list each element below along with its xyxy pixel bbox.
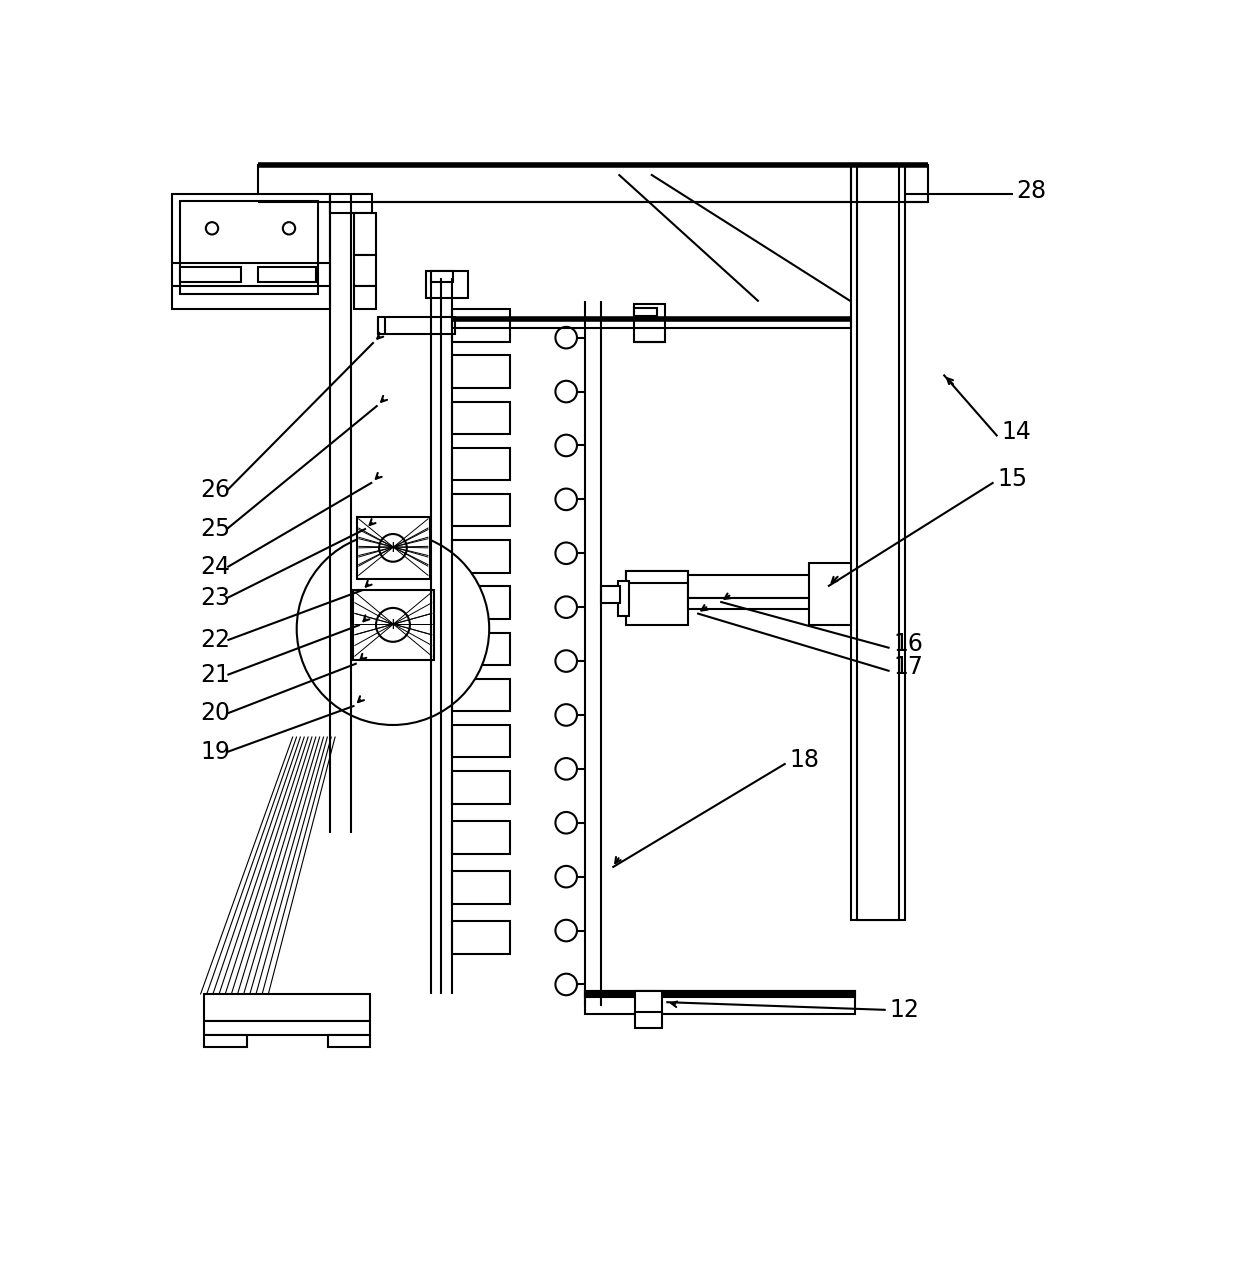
Bar (453, 725, 510, 758)
Circle shape (556, 973, 577, 995)
Bar (634, 304, 665, 342)
Bar (618, 581, 630, 615)
Text: 19: 19 (201, 740, 231, 764)
Text: +: + (387, 618, 399, 632)
Circle shape (556, 488, 577, 511)
Bar (601, 586, 620, 603)
Bar (427, 271, 469, 298)
Text: 15: 15 (997, 467, 1028, 491)
Text: 23: 23 (201, 586, 231, 610)
Text: 22: 22 (201, 628, 231, 652)
Text: 28: 28 (1017, 179, 1047, 203)
Text: 20: 20 (201, 701, 231, 725)
Text: 21: 21 (201, 663, 231, 687)
Text: 12: 12 (889, 997, 920, 1021)
Bar (355, 213, 376, 255)
Bar (635, 1013, 662, 1028)
Bar (453, 401, 510, 434)
Bar (205, 1021, 370, 1035)
Bar (453, 633, 510, 665)
Circle shape (556, 327, 577, 348)
Text: 17: 17 (894, 656, 924, 680)
Bar (180, 267, 242, 282)
Bar (453, 494, 510, 526)
Bar (453, 586, 510, 619)
Circle shape (296, 532, 490, 725)
Bar (205, 995, 370, 1021)
Bar (688, 598, 822, 609)
Bar (857, 165, 899, 919)
Bar (635, 991, 662, 1014)
Circle shape (206, 222, 218, 235)
Bar (453, 922, 510, 953)
Bar (377, 317, 455, 334)
Bar (172, 194, 330, 309)
Bar (180, 202, 319, 294)
Circle shape (379, 533, 407, 561)
Circle shape (283, 222, 295, 235)
Text: 25: 25 (201, 517, 231, 541)
Bar (453, 772, 510, 803)
Bar (808, 564, 851, 625)
Bar (327, 1035, 370, 1047)
Text: +: + (387, 541, 399, 555)
Circle shape (556, 919, 577, 942)
Circle shape (556, 542, 577, 564)
Bar (453, 540, 510, 572)
Text: 16: 16 (894, 632, 924, 656)
Bar (432, 271, 453, 282)
Bar (626, 571, 688, 583)
Circle shape (376, 608, 410, 642)
Bar (453, 356, 510, 387)
Circle shape (556, 381, 577, 402)
Bar (357, 517, 430, 579)
Text: 26: 26 (201, 478, 231, 502)
Circle shape (556, 812, 577, 834)
Bar (258, 267, 316, 282)
Bar (355, 255, 376, 286)
Bar (453, 678, 510, 711)
Circle shape (556, 435, 577, 456)
Bar (330, 194, 372, 213)
Bar (626, 571, 688, 625)
Bar (453, 871, 510, 904)
Bar (355, 286, 376, 309)
Bar (688, 575, 822, 598)
Circle shape (556, 758, 577, 779)
Bar (634, 309, 657, 317)
Bar (585, 991, 854, 1014)
Bar (453, 448, 510, 480)
Circle shape (556, 651, 577, 672)
Text: 24: 24 (201, 555, 231, 579)
Bar (453, 309, 510, 342)
Text: 18: 18 (790, 748, 820, 772)
Bar (353, 590, 434, 660)
Bar (205, 1035, 247, 1047)
Bar (453, 821, 510, 854)
Bar (585, 991, 854, 996)
Bar (851, 165, 905, 919)
Circle shape (556, 704, 577, 726)
Bar (258, 165, 928, 202)
Text: 14: 14 (1001, 420, 1032, 444)
Circle shape (556, 866, 577, 888)
Circle shape (556, 596, 577, 618)
